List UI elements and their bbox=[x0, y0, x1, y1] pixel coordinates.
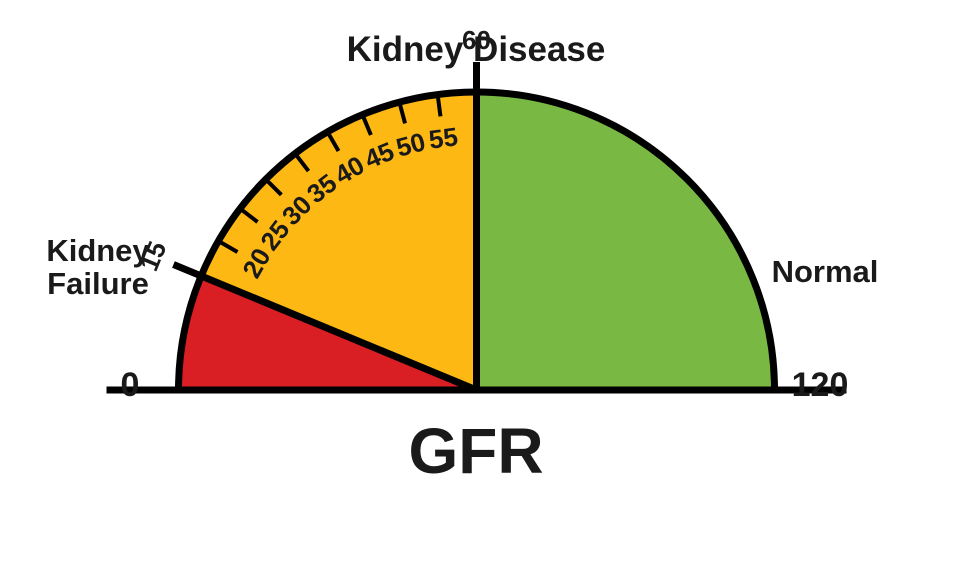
gauge-tick-55 bbox=[438, 95, 441, 117]
axis-label-min: 0 bbox=[90, 368, 170, 404]
gauge-title: GFR bbox=[326, 418, 626, 485]
gauge-tick-label-55: 55 bbox=[427, 121, 460, 155]
zone-label-failure-line1: Kidney bbox=[46, 233, 149, 268]
zone-label-disease: Kidney Disease bbox=[276, 32, 676, 69]
zone-label-normal: Normal bbox=[745, 256, 905, 289]
gauge-segment-normal bbox=[477, 92, 775, 390]
gfr-gauge-figure: 15202530354045505560 Kidney Failure Kidn… bbox=[0, 0, 953, 573]
zone-label-failure-line2: Failure bbox=[47, 266, 149, 301]
axis-label-max: 120 bbox=[770, 368, 870, 404]
zone-label-failure: Kidney Failure bbox=[18, 235, 178, 300]
